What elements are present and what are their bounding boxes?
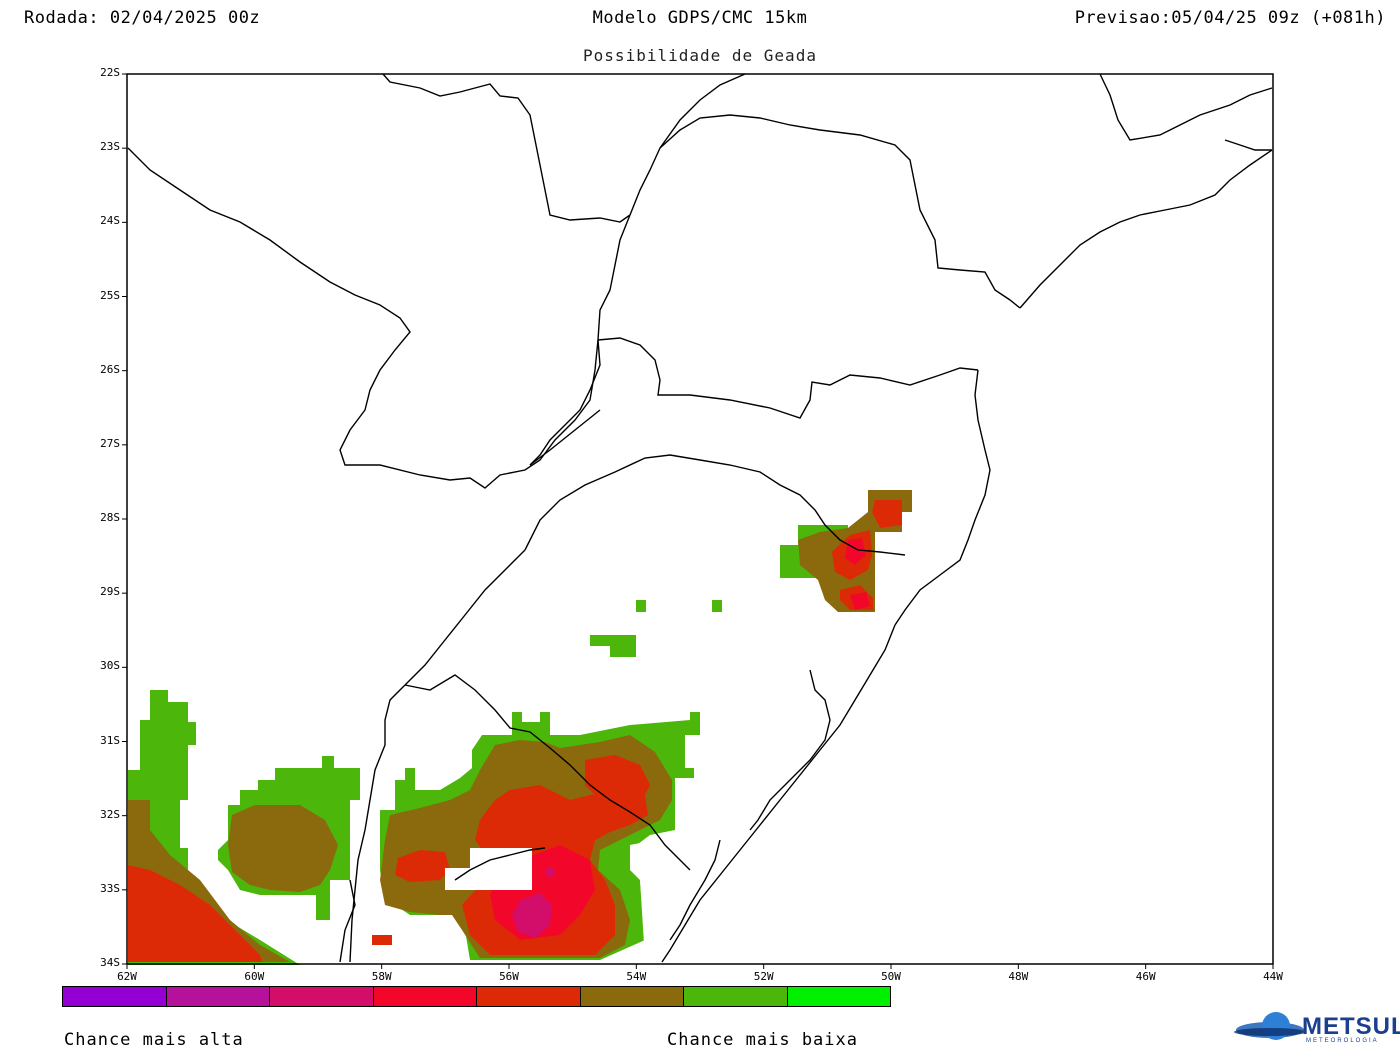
- border-argentina-coast: [339, 879, 356, 963]
- frost-area-low-mid: [590, 635, 636, 657]
- border-parana-west: [597, 337, 979, 419]
- frost-areas: [128, 490, 912, 965]
- lat-label: 22S: [100, 66, 120, 79]
- frost-area-high-west: [128, 865, 262, 962]
- model-name-label: Modelo GDPS/CMC 15km: [592, 8, 808, 28]
- border-ms-parana: [629, 114, 1021, 309]
- lat-label: 23S: [100, 140, 120, 154]
- legend-high-label: Chance mais alta: [64, 1030, 244, 1050]
- lon-label: 48W: [1008, 970, 1029, 983]
- lon-label: 54W: [626, 970, 647, 983]
- metsul-logo: [1234, 1012, 1306, 1040]
- forecast-time-label: Previsao:05/04/25 09z (+081h): [1074, 8, 1386, 28]
- frost-area-mid-central: [228, 805, 338, 892]
- border-sc-rs: [529, 409, 601, 466]
- frost-area-max: [512, 893, 552, 938]
- map-title: Possibilidade de Geada: [583, 46, 817, 65]
- frost-area-veryhigh-north2: [850, 592, 870, 610]
- legend-swatch: [270, 987, 374, 1006]
- lat-label: 24S: [100, 214, 120, 228]
- border-rs-coast: [661, 624, 896, 963]
- lat-label: 33S: [100, 881, 120, 895]
- legend-swatch: [477, 987, 581, 1006]
- lon-label: 60W: [244, 970, 265, 983]
- legend-swatch: [63, 987, 167, 1006]
- mask-east: [630, 838, 672, 960]
- mask-lagoon: [470, 848, 532, 890]
- lat-label: 29S: [100, 585, 120, 599]
- lon-label: 44W: [1263, 970, 1283, 983]
- lat-label: 32S: [100, 807, 120, 821]
- lon-label: 56W: [499, 970, 519, 983]
- frost-area-max-dot: [545, 867, 555, 877]
- frost-area-veryhigh-north: [845, 538, 866, 565]
- frost-area-low-dot: [636, 600, 646, 612]
- frost-area-high-small: [395, 850, 450, 882]
- frost-area-low-dot: [712, 600, 722, 612]
- border-paraguay-north: [382, 73, 631, 223]
- run-time-label: Rodada: 02/04/2025 00z: [24, 8, 261, 28]
- lon-label: 50W: [881, 970, 901, 983]
- border-misiones: [529, 339, 601, 466]
- legend-swatch: [684, 987, 788, 1006]
- border-sc-coast: [894, 369, 991, 626]
- frost-area-high-east: [585, 755, 650, 808]
- border-paraguay-river: [597, 214, 631, 341]
- lat-label: 31S: [100, 733, 120, 747]
- lon-label: 62W: [117, 970, 137, 983]
- border-lagoon-detail: [454, 847, 546, 881]
- lon-label: 52W: [753, 970, 774, 983]
- legend-swatch: [166, 987, 270, 1006]
- legend-low-label: Chance mais baixa: [667, 1030, 858, 1050]
- lat-label: 34S: [100, 956, 120, 969]
- lat-label: 26S: [100, 362, 120, 376]
- border-sp-coast: [1019, 149, 1273, 309]
- legend-swatch: [787, 987, 890, 1006]
- lat-label: 25S: [100, 288, 120, 302]
- lat-label: 27S: [100, 436, 120, 450]
- map-borders: [127, 73, 1273, 963]
- lon-label: 46W: [1135, 970, 1156, 983]
- border-lagoa-mirim: [669, 839, 721, 941]
- border-lagoa-patos: [749, 669, 831, 831]
- logo-wordmark: METSUL: [1302, 1013, 1400, 1040]
- logo-subtitle: METEOROLOGIA: [1306, 1038, 1379, 1044]
- color-legend: [62, 986, 891, 1007]
- border-uruguay: [404, 674, 691, 871]
- border-rs-north: [524, 454, 906, 556]
- border-rs-west: [349, 549, 526, 963]
- lat-label: 30S: [100, 659, 120, 673]
- frost-area-high-tiny: [372, 935, 392, 945]
- lon-label: 58W: [371, 970, 392, 983]
- axis-ticks: [122, 73, 1274, 969]
- lat-label: 28S: [100, 511, 120, 524]
- border-paraguay-west: [127, 147, 599, 489]
- legend-swatch: [373, 987, 477, 1006]
- border-rj-coast: [1224, 139, 1272, 151]
- frost-area-high-north2: [872, 500, 902, 528]
- legend-swatch: [580, 987, 684, 1006]
- border-mg-sp: [1099, 73, 1273, 141]
- mask-gap: [410, 915, 465, 960]
- border-ms-north: [659, 73, 746, 149]
